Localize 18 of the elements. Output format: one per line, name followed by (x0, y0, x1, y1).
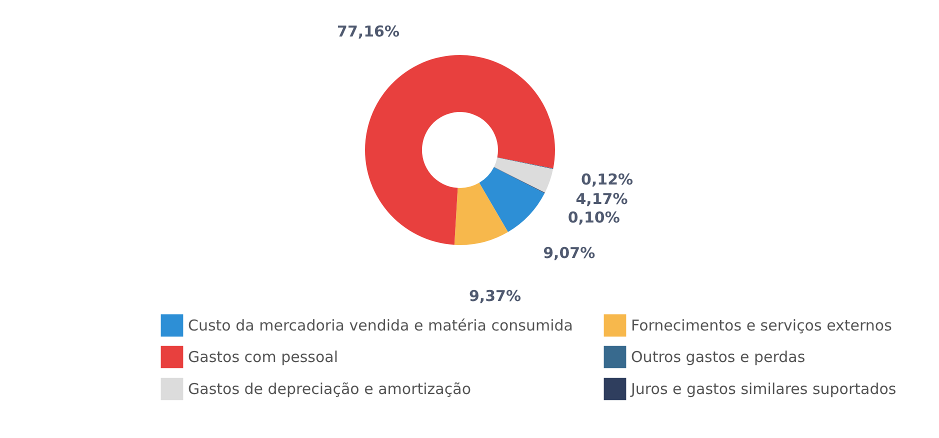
legend-label: Gastos com pessoal (188, 348, 338, 366)
donut-slice (494, 167, 545, 194)
data-label: 9,37% (468, 286, 521, 305)
data-label: 77,16% (337, 22, 400, 40)
donut-slice (497, 157, 554, 170)
legend-label: Outros gastos e perdas (631, 348, 806, 366)
donut-slice (494, 158, 554, 193)
legend-label: Gastos de depreciação e amortização (188, 380, 471, 398)
data-label: 9,07% (543, 244, 596, 262)
legend-label: Fornecimentos e serviços externos (631, 316, 892, 334)
legend-label: Juros e gastos similares suportados (630, 380, 896, 398)
donut-slice (365, 55, 555, 245)
legend-label: Custo da mercadoria vendida e matéria consumida (188, 316, 573, 334)
data-label: 0,10% (568, 208, 620, 227)
data-label: 0,12% (581, 170, 634, 189)
data-label: 4,17% (576, 190, 628, 208)
donut-slice (454, 182, 508, 245)
donut-slice (479, 167, 545, 232)
